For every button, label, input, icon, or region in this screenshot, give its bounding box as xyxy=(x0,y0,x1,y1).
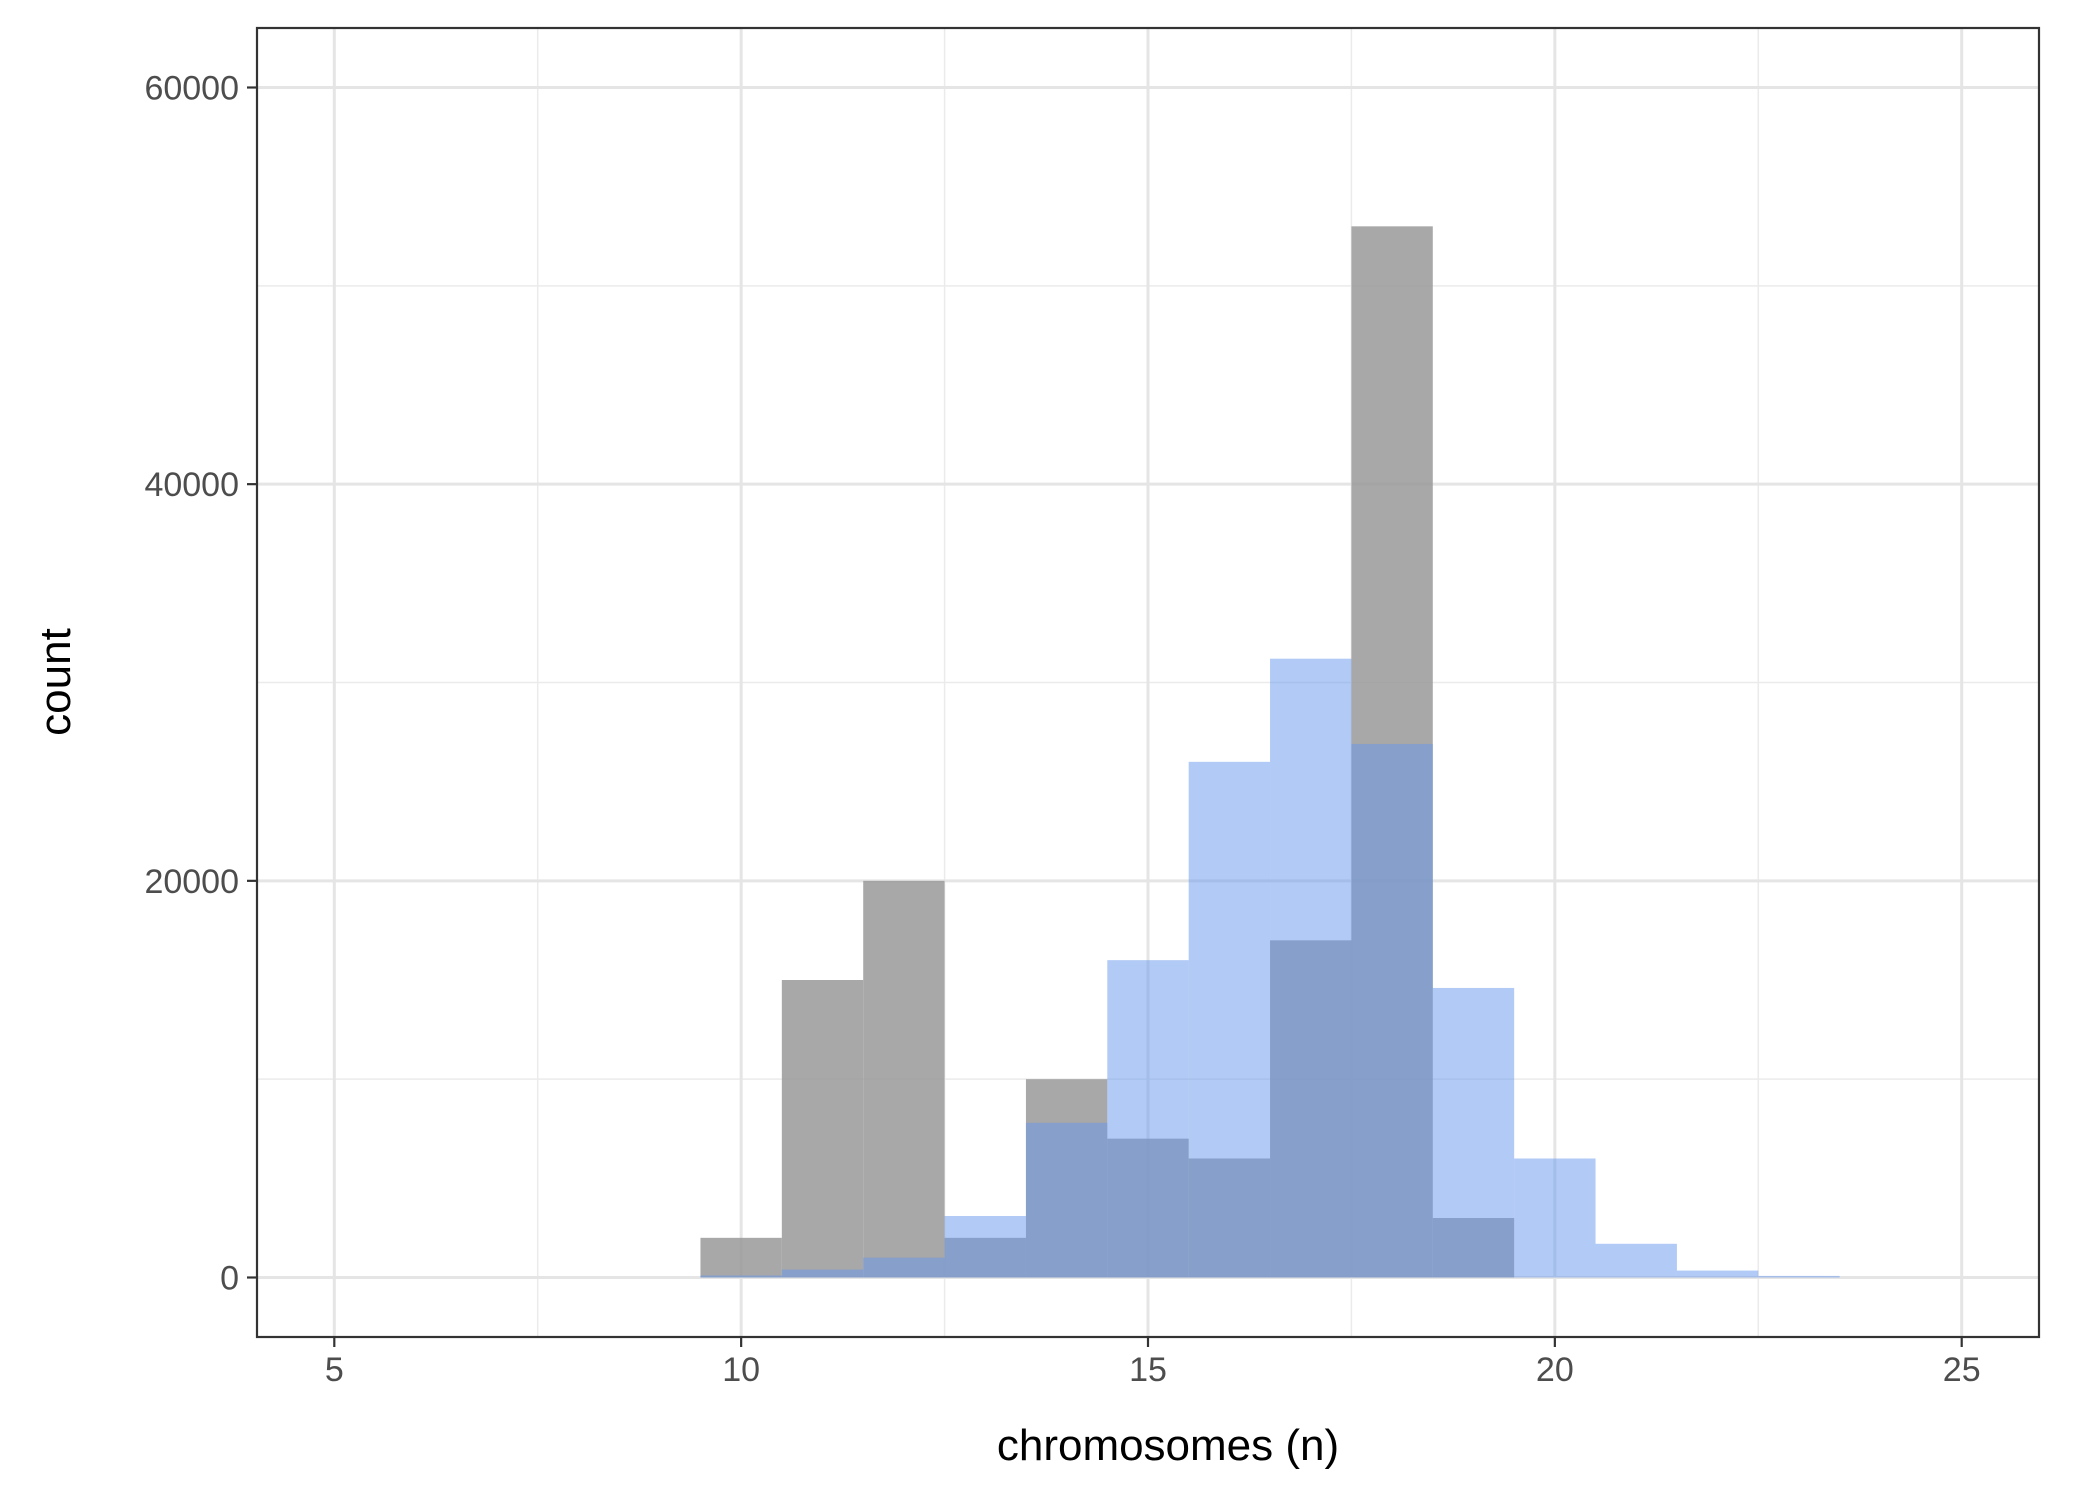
histogram-bar-series-2 xyxy=(1270,658,1352,1278)
histogram-bar-series-2 xyxy=(1432,987,1515,1278)
y-axis-title: count xyxy=(31,628,80,736)
histogram-bar-series-2 xyxy=(1107,960,1189,1278)
histogram-bar-series-1 xyxy=(700,1237,782,1278)
y-tick-label: 60000 xyxy=(144,70,239,108)
histogram-bar-series-2 xyxy=(1595,1243,1677,1278)
histogram-bar-series-2 xyxy=(781,1269,864,1278)
histogram-bar-series-2 xyxy=(1025,1122,1108,1278)
y-tick-label: 40000 xyxy=(144,466,239,504)
axis-ticks xyxy=(247,86,1963,1347)
histogram-bar-series-2 xyxy=(1676,1270,1759,1278)
histogram-bar-series-2 xyxy=(1351,743,1433,1278)
histogram-bars xyxy=(700,226,1840,1278)
y-tick-label: 20000 xyxy=(144,863,239,901)
x-tick-label: 25 xyxy=(1943,1351,1981,1389)
x-tick-label: 10 xyxy=(722,1351,760,1389)
x-tick-label: 5 xyxy=(325,1351,344,1389)
histogram-bar-series-2 xyxy=(700,1275,782,1278)
histogram-bar-series-2 xyxy=(944,1216,1026,1278)
histogram-bar-series-2 xyxy=(1758,1275,1840,1278)
x-tick-label: 15 xyxy=(1129,1351,1167,1389)
histogram-bar-series-2 xyxy=(1188,761,1271,1278)
tick-labels: 5 10 15 20 25 0 20000 40000 60000 xyxy=(144,70,1980,1390)
x-axis-title: chromosomes (n) xyxy=(997,1421,1339,1470)
y-tick-label: 0 xyxy=(220,1260,239,1298)
x-tick-label: 20 xyxy=(1536,1351,1574,1389)
histogram-bar-series-1 xyxy=(781,980,864,1278)
histogram-bar-series-1 xyxy=(863,880,945,1278)
histogram-bar-series-2 xyxy=(1514,1158,1596,1278)
histogram-bar-series-2 xyxy=(863,1257,945,1278)
